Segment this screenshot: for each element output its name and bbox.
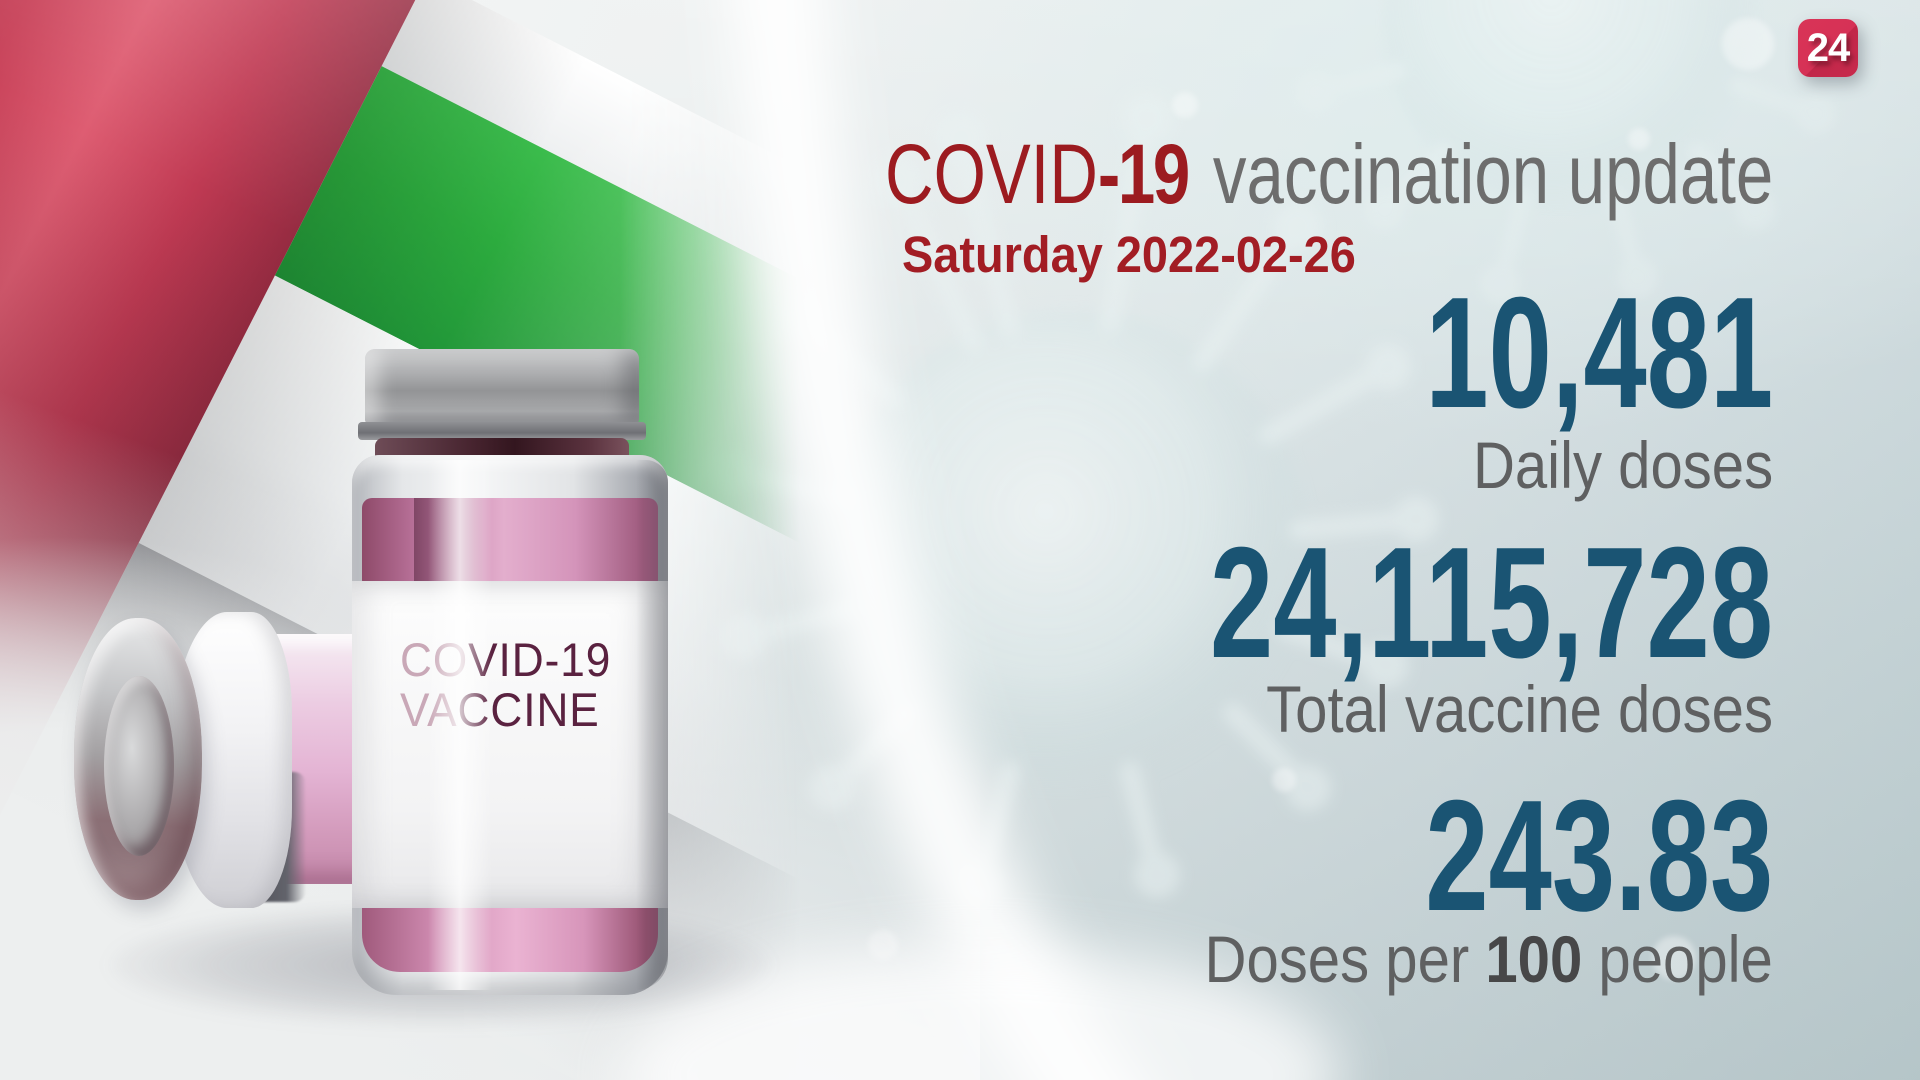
- vial-glass-highlight: [428, 460, 492, 990]
- stat-daily-doses-value: 10,481: [1425, 265, 1773, 441]
- vial-cap-center: [104, 676, 174, 856]
- headline: COVID-19 vaccination update: [885, 132, 1773, 216]
- label-prefix: Doses per: [1204, 922, 1470, 996]
- bokeh-dot: [1172, 92, 1198, 118]
- vaccine-vial-large: COVID-19 VACCINE: [340, 340, 680, 1000]
- stat-total-doses-value: 24,115,728: [1209, 515, 1773, 691]
- vial-label: COVID-19 VACCINE: [352, 581, 668, 908]
- label-emphasis: 100: [1485, 922, 1583, 996]
- vial-cap: [74, 618, 202, 900]
- vaccine-vial-small: [60, 612, 405, 912]
- bokeh-dot: [1628, 128, 1650, 150]
- vial-glass-edge: [636, 460, 668, 990]
- stat-daily-doses-label: Daily doses: [1472, 428, 1773, 502]
- vial-liquid-bottom: [362, 908, 658, 972]
- headline-rest: vaccination update: [1212, 127, 1773, 221]
- headline-covid: COVID: [884, 127, 1098, 221]
- vial-liquid-top: [362, 498, 658, 590]
- label-suffix: people: [1598, 922, 1773, 996]
- vial-cap-lip: [358, 422, 646, 440]
- stat-doses-per-100-value: 243.83: [1425, 768, 1773, 944]
- headline-19: -19: [1097, 127, 1190, 221]
- channel-logo-24: 24: [1798, 19, 1858, 77]
- bokeh-dot: [1722, 18, 1774, 70]
- vial-cap: [365, 349, 639, 425]
- stat-total-doses-label: Total vaccine doses: [1266, 672, 1773, 746]
- coronavirus-illustration-small: [1296, 0, 1836, 305]
- channel-logo-text: 24: [1806, 25, 1850, 70]
- stat-doses-per-100-label: Doses per 100 people: [1205, 926, 1773, 992]
- date-label: Saturday 2022-02-26: [902, 226, 1356, 283]
